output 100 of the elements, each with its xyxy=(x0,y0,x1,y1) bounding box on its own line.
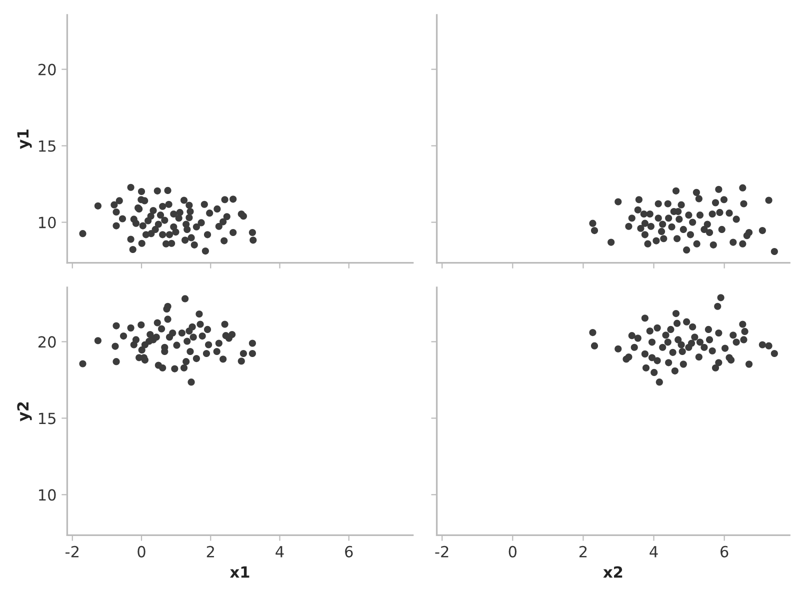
point xyxy=(770,248,778,256)
point xyxy=(192,354,200,362)
x-axis-title: x1 xyxy=(230,566,250,578)
point xyxy=(641,220,648,227)
point xyxy=(79,360,86,368)
point xyxy=(658,228,666,235)
point xyxy=(674,320,681,327)
point xyxy=(589,220,596,227)
point xyxy=(660,235,668,242)
point xyxy=(765,342,772,350)
point xyxy=(590,342,598,350)
point xyxy=(132,336,140,344)
point xyxy=(159,364,166,372)
point xyxy=(112,358,120,366)
point xyxy=(238,358,245,365)
point xyxy=(178,329,186,337)
point xyxy=(169,329,176,337)
point xyxy=(641,231,648,238)
point xyxy=(667,326,674,334)
point xyxy=(640,210,648,218)
point xyxy=(204,326,212,334)
point xyxy=(662,332,670,339)
point xyxy=(672,310,680,318)
point xyxy=(721,344,729,352)
point xyxy=(127,324,134,332)
point xyxy=(704,220,711,228)
point xyxy=(732,338,740,346)
point xyxy=(220,356,227,363)
point xyxy=(248,350,256,358)
point xyxy=(608,238,615,246)
point xyxy=(184,338,191,345)
point xyxy=(715,359,722,366)
point xyxy=(589,328,596,336)
point xyxy=(674,235,681,242)
point xyxy=(635,196,642,204)
point xyxy=(720,196,728,204)
y-tick-label: 15 xyxy=(39,412,56,424)
x-tick-label: 6 xyxy=(345,546,353,558)
y-tick-label: 20 xyxy=(38,64,56,76)
point xyxy=(715,186,722,193)
point xyxy=(717,294,724,302)
y-axis-title: y1 xyxy=(17,130,32,150)
point xyxy=(647,222,654,230)
point xyxy=(641,350,648,358)
point xyxy=(706,228,714,236)
point xyxy=(686,231,694,238)
point xyxy=(696,212,704,219)
point xyxy=(112,342,119,350)
point xyxy=(674,336,682,344)
point xyxy=(634,206,642,214)
point xyxy=(683,246,690,254)
point xyxy=(646,327,654,335)
point xyxy=(696,338,704,346)
point xyxy=(630,344,638,351)
point xyxy=(198,332,206,340)
point xyxy=(718,226,726,233)
point xyxy=(685,212,692,219)
point xyxy=(692,188,700,196)
y-tick-label: 10 xyxy=(39,489,56,501)
point xyxy=(654,200,662,208)
y-axis-title: y2 xyxy=(17,402,32,422)
point xyxy=(683,318,690,326)
point xyxy=(664,200,672,208)
point xyxy=(726,210,733,217)
point xyxy=(625,353,632,361)
point xyxy=(590,226,598,234)
point xyxy=(665,359,672,366)
point xyxy=(732,216,740,223)
point xyxy=(146,330,154,338)
y-tick-label: 20 xyxy=(38,336,56,348)
point xyxy=(708,347,716,354)
point xyxy=(706,336,714,344)
point xyxy=(138,321,145,328)
point xyxy=(196,320,204,328)
point xyxy=(680,360,687,368)
point xyxy=(730,238,737,246)
point xyxy=(654,324,661,332)
point xyxy=(112,322,120,330)
point xyxy=(138,346,146,354)
point xyxy=(644,240,652,248)
point xyxy=(727,356,735,364)
point xyxy=(642,364,650,372)
point xyxy=(700,344,708,351)
point xyxy=(689,323,696,330)
point xyxy=(693,240,700,248)
point xyxy=(740,200,748,208)
point xyxy=(240,350,247,358)
point xyxy=(704,326,712,334)
x-axis-title: x2 xyxy=(603,566,622,578)
point xyxy=(659,344,666,351)
point xyxy=(730,332,737,339)
point xyxy=(758,341,766,348)
x-tick-label: -2 xyxy=(66,546,78,558)
point xyxy=(221,320,228,328)
point xyxy=(665,214,672,222)
point xyxy=(708,210,716,218)
point xyxy=(745,360,753,368)
point xyxy=(676,216,683,223)
point xyxy=(152,334,160,341)
point xyxy=(641,314,648,322)
